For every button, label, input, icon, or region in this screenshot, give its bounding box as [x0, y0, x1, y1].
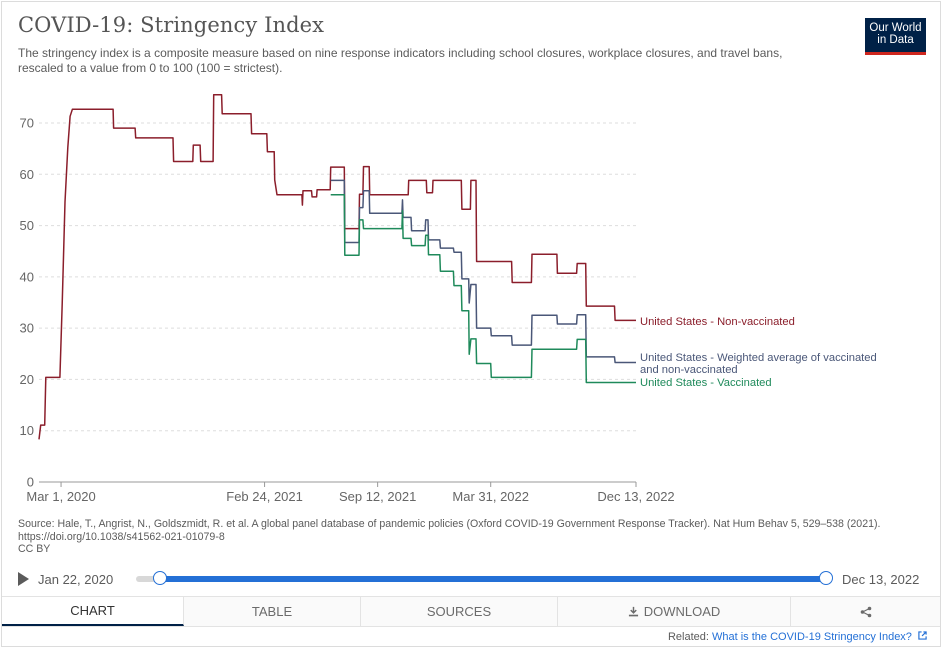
y-tick-label: 10: [20, 423, 34, 438]
series-label-2: United States - Vaccinated: [640, 377, 772, 389]
logo-line-2: in Data: [877, 34, 914, 46]
owid-logo[interactable]: Our World in Data: [865, 18, 926, 55]
timeline-end-label: Dec 13, 2022: [842, 572, 920, 587]
y-tick-label: 30: [20, 321, 34, 336]
chart-title: COVID-19: Stringency Index: [18, 13, 325, 37]
tab-bar: CHART TABLE SOURCES DOWNLOAD: [2, 596, 940, 627]
series-label-0: United States - Non-vaccinated: [640, 316, 795, 328]
download-icon: [628, 606, 638, 617]
timeline-range-fill: [160, 576, 826, 582]
chart-subtitle: The stringency index is a composite meas…: [18, 46, 783, 75]
timeline-start-handle[interactable]: [153, 571, 167, 585]
tab-table[interactable]: TABLE: [184, 597, 361, 626]
related-link-row: Related: What is the COVID-19 Stringency…: [668, 631, 927, 643]
line-chart: 0 10 20 30 40 50 60 70 Mar 1, 2020 Feb 24, 2021 Se…: [20, 94, 877, 504]
timeline-end-handle[interactable]: [819, 571, 833, 585]
timeline: Jan 22, 2020 Dec 13, 2022: [18, 568, 928, 590]
series-label-1: and non-vaccinated: [640, 364, 738, 376]
related-prefix: Related:: [667, 631, 712, 643]
y-tick-label: 20: [20, 372, 34, 387]
timeline-start-label: Jan 22, 2020: [38, 572, 114, 587]
y-tick-label: 40: [20, 269, 34, 284]
x-tick-label: Dec 13, 2022: [597, 489, 674, 504]
source-note: Source: Hale, T., Angrist, N., Goldszmid…: [18, 518, 898, 556]
logo-red-bar: [865, 52, 926, 55]
license-text: CC BY: [18, 543, 51, 555]
related-link[interactable]: What is the COVID-19 Stringency Index?: [712, 631, 912, 643]
x-tick-label: Mar 1, 2020: [26, 489, 95, 504]
tab-sources[interactable]: SOURCES: [361, 597, 558, 626]
logo-line-1: Our World: [869, 22, 922, 34]
play-icon[interactable]: [18, 572, 29, 586]
tab-download-label: DOWNLOAD: [643, 604, 721, 619]
x-tick-label: Sep 12, 2021: [339, 489, 416, 504]
series-line-0: [38, 94, 636, 440]
y-tick-label: 70: [20, 116, 34, 131]
y-tick-label: 50: [20, 218, 34, 233]
share-icon: [860, 606, 871, 617]
tab-chart[interactable]: CHART: [2, 597, 184, 626]
series-line-1: [330, 179, 636, 364]
y-tick-label: 0: [27, 475, 34, 490]
series-line-2: [330, 194, 636, 384]
tab-download[interactable]: DOWNLOAD: [558, 597, 791, 626]
external-link-icon: [918, 631, 927, 640]
series-label-1: United States - Weighted average of vacc…: [640, 352, 877, 364]
x-tick-label: Feb 24, 2021: [226, 489, 303, 504]
tab-share[interactable]: [791, 597, 940, 626]
y-tick-label: 60: [20, 167, 34, 182]
x-tick-label: Mar 31, 2022: [452, 489, 529, 504]
source-text: Source: Hale, T., Angrist, N., Goldszmid…: [18, 518, 881, 543]
